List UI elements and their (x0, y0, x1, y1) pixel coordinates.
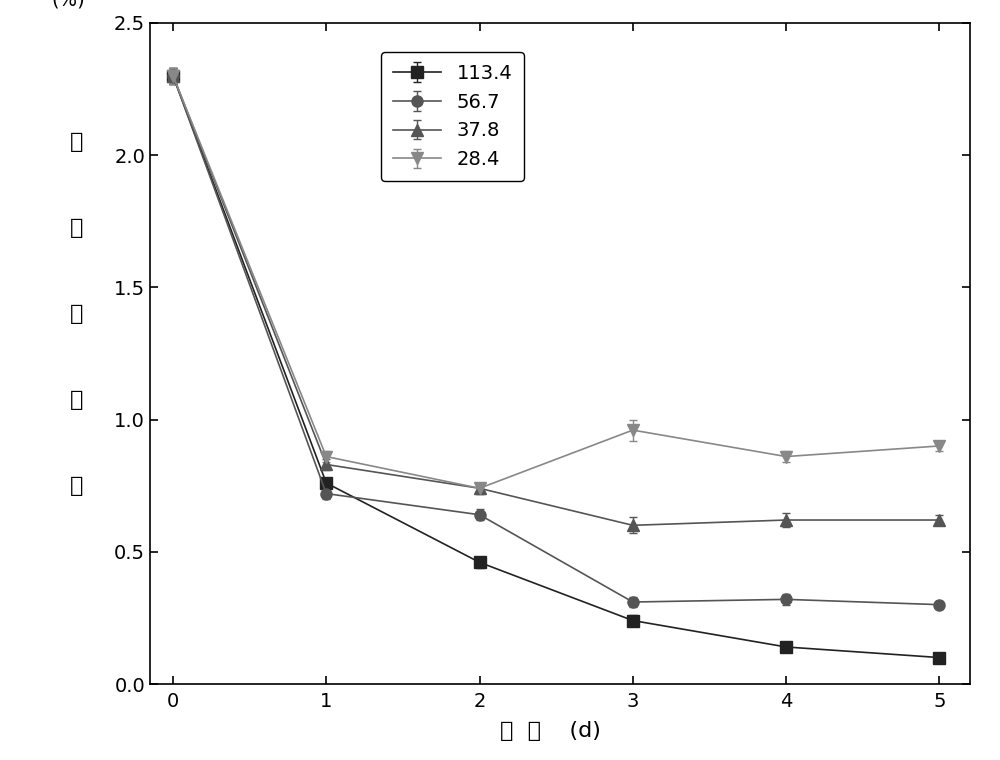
Text: 量: 量 (70, 476, 83, 496)
Text: 时  间    (d): 时 间 (d) (500, 721, 600, 741)
Text: 含: 含 (70, 390, 83, 410)
Legend: 113.4, 56.7, 37.8, 28.4: 113.4, 56.7, 37.8, 28.4 (381, 52, 524, 181)
Text: (%): (%) (52, 0, 85, 10)
Text: 素: 素 (70, 304, 83, 324)
Text: 绿: 绿 (70, 218, 83, 238)
Text: 叶: 叶 (70, 131, 83, 152)
